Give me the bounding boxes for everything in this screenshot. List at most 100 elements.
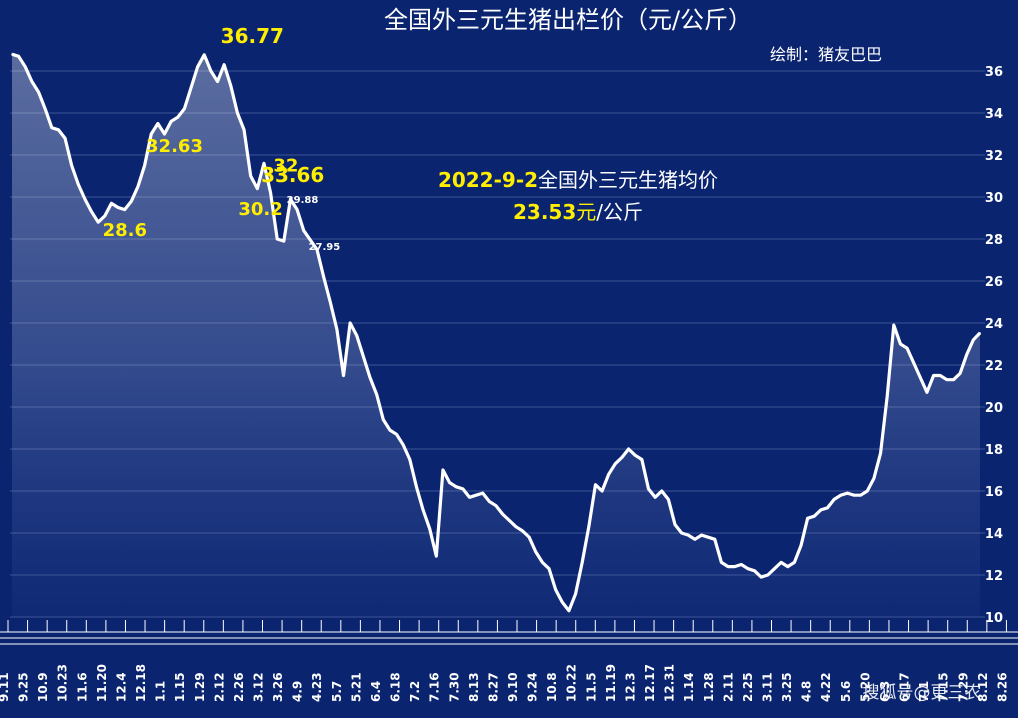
data-point <box>886 395 888 398</box>
data-point <box>554 588 557 591</box>
y-tick-label: 24 <box>985 317 1003 332</box>
line-layer <box>11 52 982 613</box>
data-point <box>912 362 915 364</box>
data-point <box>150 133 153 135</box>
data-point <box>568 609 570 612</box>
y-axis-ticks: 10 12 14 16 18 20 22 24 26 28 30 32 34 36 <box>985 65 1003 626</box>
data-point <box>508 519 511 522</box>
x-tick-label: 5.21 <box>349 672 363 702</box>
data-point <box>375 393 378 396</box>
x-tick-label: 6.17 <box>898 672 912 702</box>
y-tick-label: 34 <box>985 107 1003 122</box>
data-point <box>521 530 524 532</box>
x-tick-label: 10.23 <box>56 664 70 702</box>
data-point <box>316 248 318 251</box>
data-point <box>607 473 610 476</box>
x-tick-label: 4.23 <box>310 672 324 702</box>
y-tick-label: 16 <box>985 485 1003 500</box>
x-tick-label: 6.3 <box>878 681 892 702</box>
data-point <box>826 507 829 509</box>
data-point <box>322 276 325 278</box>
data-point <box>176 116 179 118</box>
x-tick-label: 12.17 <box>643 664 657 702</box>
data-label: 32.63 <box>146 136 203 157</box>
y-tick-label: 20 <box>985 401 1003 416</box>
data-point <box>77 183 80 186</box>
x-tick-label: 8.12 <box>976 672 990 702</box>
x-tick-label: 10.9 <box>36 672 50 702</box>
data-point <box>680 532 683 534</box>
data-point <box>50 126 53 129</box>
data-point <box>859 494 862 497</box>
data-point <box>634 454 637 457</box>
x-tick-label: 5.6 <box>839 681 853 702</box>
data-point <box>210 70 212 72</box>
x-tick-label: 10.22 <box>565 664 579 702</box>
annotation-line1: 2022-9-2全国外三元生猪均价 <box>438 168 718 192</box>
data-point <box>183 108 186 110</box>
annotation-line2: 23.53元/公斤 <box>513 200 643 224</box>
annotation-value: 23.53 <box>513 200 576 224</box>
x-tick-label: 5.20 <box>858 672 872 702</box>
data-point <box>501 513 504 515</box>
data-point <box>720 561 723 564</box>
data-point <box>475 494 477 497</box>
x-tick-label: 5.7 <box>330 681 344 702</box>
data-point <box>541 561 544 564</box>
data-point <box>621 456 623 459</box>
y-tick-label: 30 <box>985 191 1003 206</box>
data-point <box>362 355 365 358</box>
data-point <box>229 84 232 87</box>
data-point <box>163 133 166 135</box>
data-point <box>926 391 928 394</box>
data-point <box>382 418 385 421</box>
data-point <box>369 376 371 379</box>
chart-title: 全国外三元生猪出栏价（元/公斤） <box>384 6 752 34</box>
data-point <box>455 486 458 488</box>
data-point <box>548 567 550 570</box>
x-tick-label: 11.5 <box>584 672 598 702</box>
data-point <box>786 565 789 568</box>
x-tick-label: 1.14 <box>682 672 696 702</box>
data-point <box>448 481 451 484</box>
x-tick-label: 3.26 <box>271 672 285 702</box>
data-point <box>528 536 530 538</box>
data-point <box>196 66 199 68</box>
data-point <box>249 175 252 177</box>
data-point <box>879 452 882 455</box>
data-point <box>409 458 411 461</box>
data-point <box>700 534 703 536</box>
y-tick-label: 12 <box>985 569 1003 584</box>
data-point <box>283 240 285 242</box>
y-tick-label: 10 <box>985 611 1003 626</box>
y-tick-label: 22 <box>985 359 1003 374</box>
watermark: 搜狐号@更三农 <box>863 683 982 703</box>
x-tick-label: 11.6 <box>75 672 89 702</box>
data-point <box>979 332 981 334</box>
data-label: 28.6 <box>103 220 147 241</box>
y-tick-label: 36 <box>985 65 1003 80</box>
data-point <box>170 120 172 123</box>
data-point <box>581 561 583 564</box>
data-point <box>932 374 935 377</box>
data-point <box>190 87 192 89</box>
data-point <box>349 322 351 324</box>
y-tick-label: 26 <box>985 275 1003 290</box>
x-tick-label: 1.15 <box>173 672 187 702</box>
x-tick-label: 11.20 <box>95 664 109 702</box>
data-point <box>647 488 650 490</box>
x-tick-label: 12.31 <box>663 664 677 702</box>
y-tick-label: 18 <box>985 443 1003 458</box>
data-point <box>919 376 922 379</box>
data-labels: 36.77 33.66 32.63 32 30.2 29.88 27.95 28.6 <box>103 24 341 253</box>
data-point <box>296 208 298 211</box>
data-point <box>24 66 27 68</box>
data-point <box>667 498 670 501</box>
data-point <box>64 137 66 139</box>
data-point <box>402 444 404 446</box>
data-point <box>813 515 816 517</box>
x-tick-label: 8.26 <box>995 672 1009 702</box>
data-point <box>276 238 279 240</box>
x-tick-label: 2.26 <box>232 672 246 702</box>
x-tick-label: 9.11 <box>0 672 11 702</box>
